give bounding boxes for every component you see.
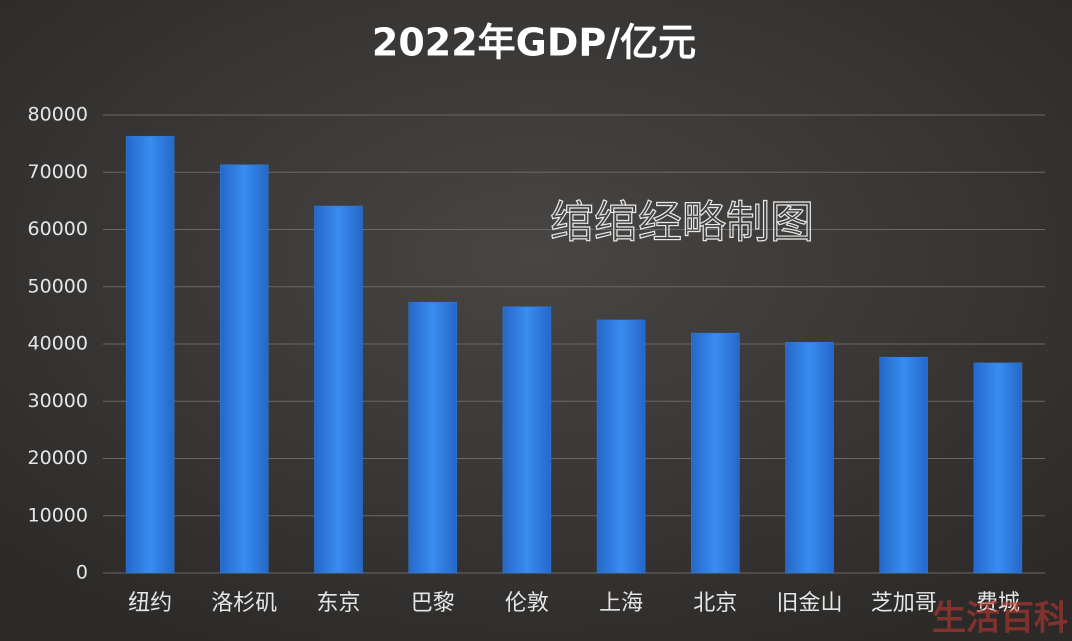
bar — [502, 306, 552, 574]
y-tick-label: 40000 — [28, 333, 88, 355]
y-tick-label: 60000 — [28, 218, 88, 240]
bar — [596, 319, 646, 574]
x-tick-label: 巴黎 — [411, 591, 455, 616]
y-tick-label: 0 — [76, 562, 88, 584]
bar — [125, 135, 175, 574]
bar — [408, 301, 457, 574]
x-tick-label: 东京 — [316, 591, 360, 616]
x-tick-label: 北京 — [693, 591, 737, 616]
x-tick-label: 洛杉矶 — [211, 591, 277, 616]
bar — [691, 332, 740, 574]
x-tick-label: 费城 — [976, 591, 1020, 616]
x-tick-label: 旧金山 — [776, 591, 842, 616]
y-tick-label: 70000 — [28, 161, 88, 183]
bar — [314, 205, 363, 574]
bar — [973, 362, 1023, 574]
bar — [220, 164, 269, 574]
y-tick-label: 30000 — [28, 390, 88, 412]
x-tick-label: 伦敦 — [505, 591, 549, 616]
chart-title: 2022年GDP/亿元 — [372, 21, 696, 65]
y-tick-label: 80000 — [28, 104, 88, 126]
corner-watermark: 生活百科 — [932, 599, 1068, 639]
x-tick-label: 纽约 — [128, 591, 172, 616]
y-tick-label: 10000 — [28, 504, 88, 526]
x-tick-label: 芝加哥 — [871, 591, 937, 616]
y-tick-label: 20000 — [28, 447, 88, 469]
bar — [879, 356, 928, 574]
bar — [785, 342, 834, 574]
x-tick-label: 上海 — [599, 591, 643, 616]
y-tick-label: 50000 — [28, 275, 88, 297]
watermark: 绾绾经略制图 — [550, 197, 814, 248]
